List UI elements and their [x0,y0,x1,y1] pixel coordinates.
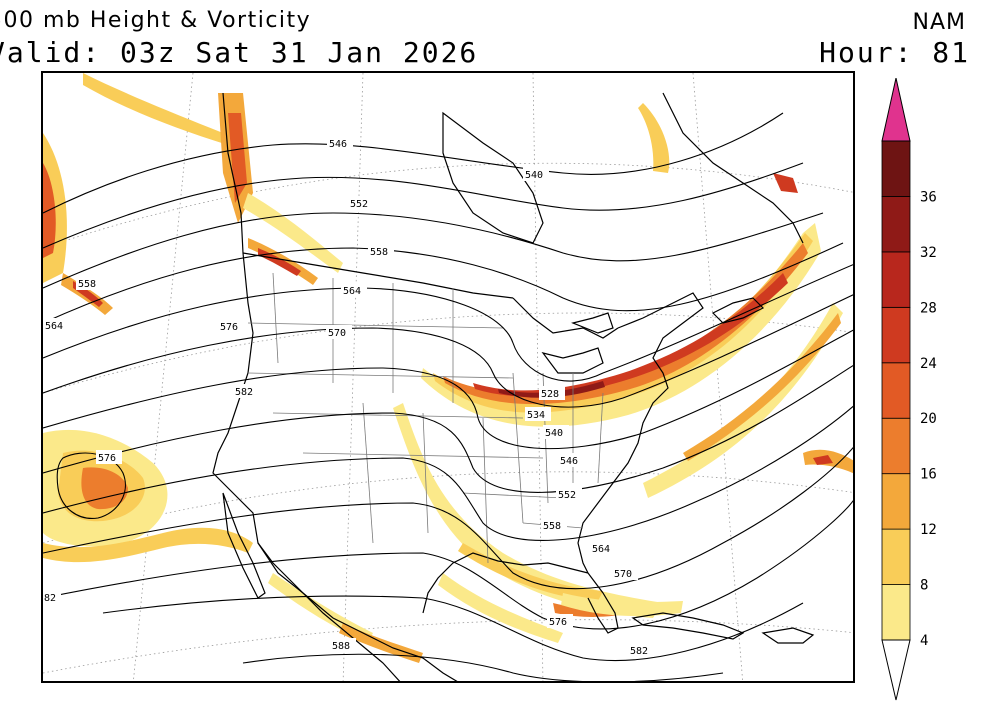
svg-text:540: 540 [545,428,563,439]
contour-label: 546 [558,453,584,467]
svg-text:582: 582 [630,646,648,657]
contour-label: 558 [368,244,394,258]
color-scale-box [881,306,911,364]
color-scale-label: 36 [920,189,937,205]
contour-label: 564 [43,318,69,332]
contour-label: 582 [233,384,259,398]
svg-text:546: 546 [329,139,347,150]
color-scale-label: 8 [920,578,928,594]
height-contours [43,112,853,681]
svg-text:558: 558 [78,279,96,290]
svg-text:528: 528 [541,389,559,400]
svg-text:564: 564 [45,321,63,332]
color-scale-label: 24 [920,356,937,372]
contour-label: 552 [556,487,582,501]
contour-label: 570 [326,325,352,339]
color-scale-box [881,251,911,308]
contour-label: 576 [96,450,122,464]
color-scale-label: 16 [920,467,937,483]
svg-text:546: 546 [560,456,578,467]
color-scale-label: 12 [920,522,937,538]
state-borders [247,272,604,564]
color-scale-box [881,473,911,530]
svg-text:564: 564 [592,544,610,555]
contour-label: 564 [341,283,367,297]
svg-text:552: 552 [558,490,576,501]
svg-text:576: 576 [98,453,116,464]
forecast-hour: Hour: 81 [819,36,970,69]
contour-label: 588 [330,638,356,652]
color-scale-box [881,196,911,253]
contour-label: 582 [628,643,654,657]
svg-text:588: 588 [332,641,350,652]
color-scale-labels: 4 8 12 16 20 24 28 32 36 [920,189,937,649]
svg-text:576: 576 [220,322,238,333]
contour-label: 552 [348,196,374,210]
color-scale: 4 8 12 16 20 24 28 32 36 [881,78,937,701]
map-panel: 546 540 552 558 564 570 576 582 528 534 … [41,71,855,683]
vorticity-shading [43,73,853,663]
contour-labels: 546 540 552 558 564 570 576 582 528 534 … [43,136,654,657]
contour-label: 558 [541,518,567,532]
coastlines-borders [212,92,815,681]
svg-text:564: 564 [343,286,361,297]
color-scale-box [881,528,911,585]
svg-text:570: 570 [614,569,632,580]
svg-text:534: 534 [527,410,545,421]
color-scale-label: 32 [920,245,937,261]
contour-label: 528 [539,386,565,400]
contour-label: 540 [523,167,549,181]
color-scale-box [881,362,911,419]
svg-text:570: 570 [328,328,346,339]
svg-text:558: 558 [370,247,388,258]
contour-label: 540 [543,425,569,439]
color-scale-box [881,140,911,197]
contour-label: 534 [525,407,551,421]
contour-label: 564 [590,541,616,555]
svg-text:582: 582 [235,387,253,398]
color-scale-box [881,417,911,475]
color-scale-label: 4 [920,633,928,649]
color-scale-boxes [881,140,911,641]
map-canvas: 546 540 552 558 564 570 576 582 528 534 … [43,73,853,681]
svg-text:540: 540 [525,170,543,181]
contour-label: 82 [43,590,61,604]
svg-text:576: 576 [549,617,567,628]
color-scale-bottom-arrow [881,639,911,701]
color-scale-box [881,584,911,641]
contour-label: 546 [327,136,353,150]
chart-title: 500 mb Height & Vorticity [0,8,312,33]
contour-label: 558 [76,276,102,290]
contour-label: 570 [612,566,638,580]
svg-text:558: 558 [543,521,561,532]
color-scale-top-arrow [881,78,911,142]
contour-label: 576 [547,614,573,628]
model-name: NAM [912,10,966,35]
color-scale-label: 28 [920,300,937,316]
svg-text:552: 552 [350,199,368,210]
contour-label: 576 [218,319,244,333]
valid-time: Valid: 03z Sat 31 Jan 2026 [0,36,479,69]
color-scale-label: 20 [920,411,937,427]
svg-text:82: 82 [44,593,56,604]
